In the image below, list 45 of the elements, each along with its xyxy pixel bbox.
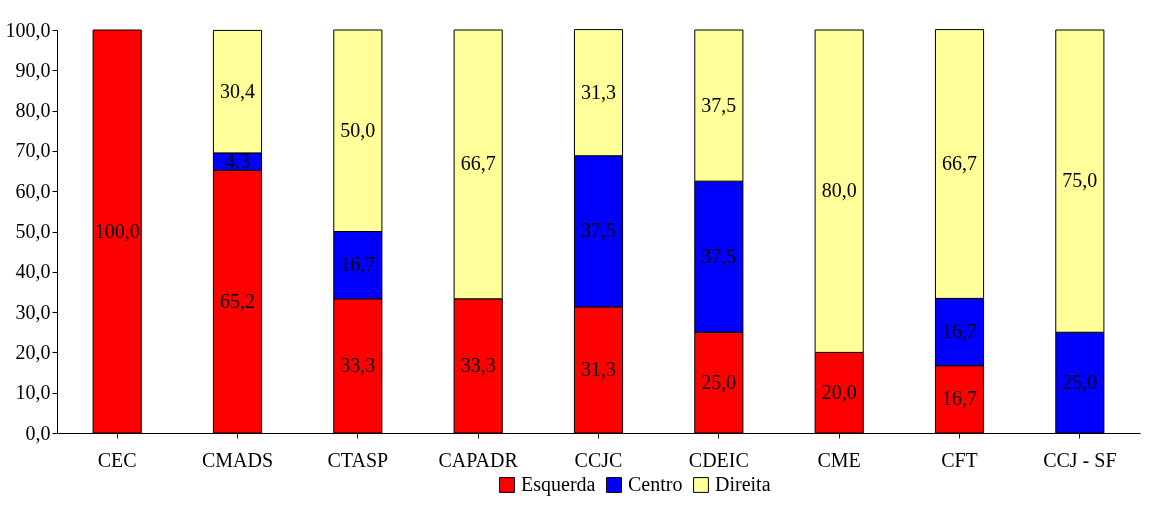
y-tick-label: 50,0 bbox=[15, 220, 51, 242]
x-tick-label: CTASP bbox=[327, 448, 389, 471]
data-label: 50,0 bbox=[340, 118, 376, 141]
data-label: 37,5 bbox=[701, 93, 737, 116]
data-label: 33,3 bbox=[340, 353, 376, 376]
data-label: 33,3 bbox=[460, 353, 496, 376]
data-label: 100,0 bbox=[94, 219, 140, 242]
y-tick-label: 40,0 bbox=[15, 260, 51, 283]
y-tick-label: 10,0 bbox=[15, 381, 51, 404]
data-label: 80,0 bbox=[821, 179, 857, 202]
y-tick-label: 100,0 bbox=[5, 18, 51, 41]
data-label: 66,7 bbox=[942, 152, 977, 174]
legend-label: Direita bbox=[715, 473, 771, 495]
y-tick-label: 20,0 bbox=[15, 340, 51, 363]
y-tick-label: 30,0 bbox=[15, 300, 51, 323]
y-tick-label: 0,0 bbox=[25, 421, 51, 444]
data-label: 66,7 bbox=[460, 152, 496, 175]
data-label: 31,3 bbox=[581, 80, 616, 103]
data-label: 16,7 bbox=[942, 387, 977, 410]
legend-label: Esquerda bbox=[521, 473, 596, 496]
data-label: 31,3 bbox=[581, 357, 616, 380]
legend-label: Centro bbox=[628, 473, 683, 495]
data-label: 37,5 bbox=[581, 219, 616, 242]
x-tick-label: CMADS bbox=[201, 448, 274, 471]
x-tick-label: CCJC bbox=[574, 448, 623, 471]
x-tick-label: CEC bbox=[97, 448, 137, 471]
data-label: 65,2 bbox=[220, 289, 255, 312]
data-label: 20,0 bbox=[821, 380, 857, 403]
x-tick-label: CCJ - SF bbox=[1043, 448, 1117, 471]
y-tick-label: 90,0 bbox=[15, 58, 51, 81]
data-label: 16,7 bbox=[942, 320, 977, 343]
data-label: 4,3 bbox=[225, 149, 250, 172]
x-tick-label: CDEIC bbox=[688, 448, 749, 471]
data-label: 75,0 bbox=[1062, 169, 1098, 192]
data-label: 16,7 bbox=[340, 253, 376, 276]
data-label: 30,4 bbox=[220, 79, 255, 102]
data-label: 25,0 bbox=[1062, 370, 1098, 393]
y-tick-label: 70,0 bbox=[15, 139, 51, 162]
x-tick-label: CFT bbox=[941, 448, 978, 471]
data-label: 25,0 bbox=[701, 370, 737, 393]
x-tick-label: CME bbox=[817, 448, 861, 471]
y-tick-label: 80,0 bbox=[15, 99, 51, 122]
x-tick-label: CAPADR bbox=[438, 448, 519, 471]
y-tick-label: 60,0 bbox=[15, 179, 51, 202]
data-label: 37,5 bbox=[701, 244, 737, 267]
